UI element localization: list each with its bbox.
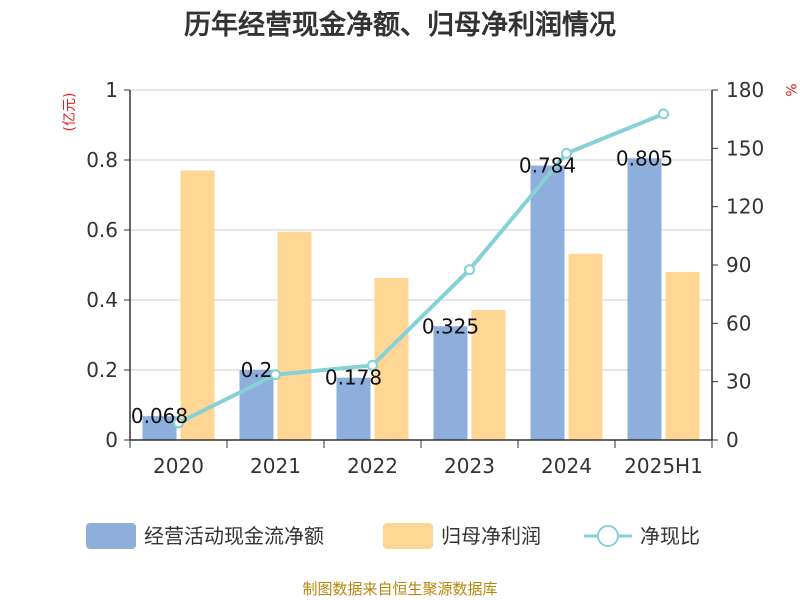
left-axis-unit: (亿元) xyxy=(62,93,78,132)
chart-title: 历年经营现金净额、归母净利润情况 xyxy=(184,9,616,41)
legend-swatch-net-profit xyxy=(383,523,433,549)
data-label: 0.325 xyxy=(422,314,479,338)
legend-swatch-cash-flow xyxy=(86,523,136,549)
ratio-point xyxy=(464,264,475,276)
data-label: 0.068 xyxy=(131,404,188,428)
bar-cash-flow xyxy=(336,377,371,440)
bar-series xyxy=(142,158,700,440)
data-labels: 0.068 0.2 0.178 0.325 0.784 0.805 xyxy=(131,146,673,428)
data-label: 0.805 xyxy=(616,146,673,170)
right-tick-label: 150 xyxy=(726,136,764,160)
bar-cash-flow xyxy=(142,416,177,440)
x-tick-label: 2023 xyxy=(444,454,495,478)
bar-net-profit xyxy=(665,272,700,440)
ratio-point xyxy=(173,417,184,429)
left-tick-label: 0.6 xyxy=(86,218,118,242)
legend: 经营活动现金流净额 归母净利润 净现比 xyxy=(86,523,700,549)
right-tick-label: 90 xyxy=(726,253,751,277)
right-tick-label: 0 xyxy=(726,428,739,452)
legend-label-cash-flow: 经营活动现金流净额 xyxy=(144,524,324,548)
ratio-point xyxy=(270,369,281,381)
left-tick-label: 1 xyxy=(105,78,118,102)
left-tick-label: 0.2 xyxy=(86,358,118,382)
ratio-line xyxy=(177,112,665,425)
left-tick-label: 0.8 xyxy=(86,148,118,172)
data-label: 0.784 xyxy=(519,154,576,178)
bar-net-profit xyxy=(277,231,312,440)
right-axis-unit: % xyxy=(782,83,798,96)
legend-marker-ratio xyxy=(597,525,619,547)
bar-net-profit xyxy=(471,310,506,440)
x-tick-label: 2022 xyxy=(347,454,398,478)
left-tick-label: 0.4 xyxy=(86,288,118,312)
x-tick-label: 2021 xyxy=(250,454,301,478)
legend-label-ratio: 净现比 xyxy=(640,524,700,548)
line-series xyxy=(173,108,669,429)
data-label: 0.178 xyxy=(325,366,382,390)
ratio-point xyxy=(658,108,669,120)
x-tick-label: 2024 xyxy=(541,454,592,478)
x-tick-label: 2025H1 xyxy=(624,454,703,478)
bar-cash-flow xyxy=(627,158,662,440)
bar-net-profit xyxy=(180,170,215,440)
bar-cash-flow xyxy=(433,326,468,440)
bar-cash-flow xyxy=(239,370,274,440)
legend-label-net-profit: 归母净利润 xyxy=(441,524,541,548)
source-note: 制图数据来自恒生聚源数据库 xyxy=(302,580,497,598)
ratio-point xyxy=(367,359,378,371)
bar-cash-flow xyxy=(530,165,565,440)
gridlines xyxy=(130,89,712,371)
right-tick-label: 120 xyxy=(726,195,764,219)
right-tick-label: 180 xyxy=(726,78,764,102)
right-tick-label: 60 xyxy=(726,311,751,335)
ratio-point xyxy=(561,147,572,159)
bar-net-profit xyxy=(568,253,603,440)
left-tick-label: 0 xyxy=(105,428,118,452)
axes: 0 0.2 0.4 0.6 0.8 1 0 30 60 90 120 150 180 2020 2021 20… xyxy=(86,78,764,478)
right-tick-label: 30 xyxy=(726,370,751,394)
data-label: 0.2 xyxy=(241,358,273,382)
x-tick-label: 2020 xyxy=(153,454,204,478)
